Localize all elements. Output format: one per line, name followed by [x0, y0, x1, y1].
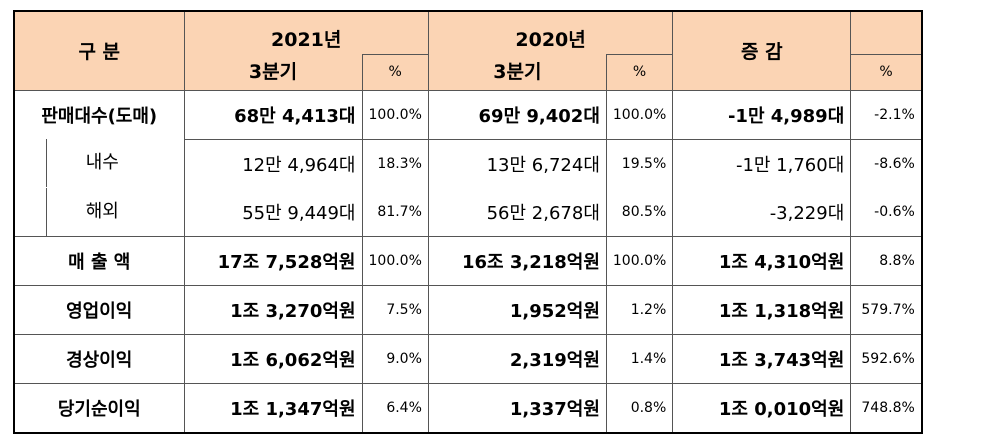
percent-cell: 1.4%: [605, 333, 674, 384]
year-header: 2021년: [183, 10, 429, 55]
percent-cell: 6.4%: [361, 382, 429, 433]
value-cell: 17조 7,528억원: [183, 235, 363, 286]
value-cell: 1조 3,270억원: [183, 284, 363, 335]
percent-cell: 80.5%: [605, 187, 674, 236]
percent-cell: 9.0%: [361, 333, 429, 384]
percent-cell: 18.3%: [361, 139, 429, 188]
percent-cell: 7.5%: [361, 284, 429, 335]
percent-cell: 100.0%: [361, 235, 429, 286]
quarter-header: 3분기: [183, 54, 363, 91]
percent-cell: 100.0%: [605, 89, 674, 140]
quarter-header: 3분기: [427, 54, 607, 91]
value-cell: 1조 4,310억원: [672, 235, 852, 286]
table-row: 당기순이익 1조 1,347억원 6.4% 1,337억원 0.8% 1조 0,010억원…: [13, 382, 923, 433]
table-row: 내수 12만 4,964대 18.3% 13만 6,724대 19.5% -1만 1,76…: [13, 139, 923, 188]
percent-cell: -8.6%: [850, 139, 923, 188]
table-row: 경상이익 1조 6,062억원 9.0% 2,319억원 1.4% 1조 3,743억원 5…: [13, 333, 923, 384]
percent-cell: -2.1%: [850, 89, 923, 140]
table-row: 영업이익 1조 3,270억원 7.5% 1,952억원 1.2% 1조 1,318억원 5…: [13, 284, 923, 335]
table-row: 해외 55만 9,449대 81.7% 56만 2,678대 80.5% -3,229대 -…: [13, 187, 923, 236]
table-header: 구 분 2021년 2020년 증 감 3분기 % 3분기 % %: [13, 10, 923, 91]
row-label: 영업이익: [66, 300, 133, 322]
value-cell: 16조 3,218억원: [427, 235, 607, 286]
empty-header: [850, 10, 923, 55]
value-cell: 1,337억원: [427, 382, 607, 433]
value-cell: -3,229대: [672, 187, 852, 236]
percent-cell: 8.8%: [850, 235, 923, 286]
pct-header: %: [605, 54, 674, 91]
value-cell: 2,319억원: [427, 333, 607, 384]
row-label-cell: 당기순이익: [13, 382, 185, 433]
value-cell: 1조 1,347억원: [183, 382, 363, 433]
value-cell: -1만 1,760대: [672, 139, 852, 188]
percent-cell: 19.5%: [605, 139, 674, 188]
row-label: 당기순이익: [57, 398, 141, 420]
table-row: 매 출 액 17조 7,528억원 100.0% 16조 3,218억원 100.0% 1…: [13, 235, 923, 286]
percent-cell: 748.8%: [850, 382, 923, 433]
row-label: 판매대수(도매): [41, 105, 158, 127]
value-cell: 1조 0,010억원: [672, 382, 852, 433]
row-label-cell: 해외: [13, 187, 185, 236]
row-label-cell: 영업이익: [13, 284, 185, 335]
header-label: 구 분: [13, 10, 185, 91]
value-cell: 55만 9,449대: [183, 187, 363, 236]
value-cell: 56만 2,678대: [427, 187, 607, 236]
percent-cell: 579.7%: [850, 284, 923, 335]
change-header: 증 감: [672, 10, 852, 91]
row-label-cell: 경상이익: [13, 333, 185, 384]
percent-cell: 100.0%: [361, 89, 429, 140]
row-label: 내수: [46, 139, 178, 188]
percent-cell: 1.2%: [605, 284, 674, 335]
percent-cell: 81.7%: [361, 187, 429, 236]
value-cell: 1조 3,743억원: [672, 333, 852, 384]
row-label-cell: 판매대수(도매): [13, 89, 185, 139]
results-table: 구 분 2021년 2020년 증 감 3분기 % 3분기 % % 판매대수(도…: [13, 10, 923, 434]
value-cell: 12만 4,964대: [183, 139, 363, 188]
value-cell: 13만 6,724대: [427, 139, 607, 188]
table-row: 판매대수(도매) 68만 4,413대 100.0% 69만 9,402대 100.0%…: [13, 89, 923, 140]
row-label: 해외: [46, 187, 178, 236]
percent-cell: 100.0%: [605, 235, 674, 286]
value-cell: 1조 6,062억원: [183, 333, 363, 384]
pct-header: %: [850, 54, 923, 91]
row-label: 매 출 액: [68, 251, 131, 273]
percent-cell: 0.8%: [605, 382, 674, 433]
value-cell: 1조 1,318억원: [672, 284, 852, 335]
value-cell: -1만 4,989대: [672, 89, 852, 140]
value-cell: 69만 9,402대: [427, 89, 607, 140]
year-header: 2020년: [427, 10, 674, 55]
table-body: 판매대수(도매) 68만 4,413대 100.0% 69만 9,402대 100.0%…: [13, 89, 923, 433]
pct-header: %: [361, 54, 429, 91]
row-label-cell: 내수: [13, 139, 185, 188]
percent-cell: 592.6%: [850, 333, 923, 384]
value-cell: 1,952억원: [427, 284, 607, 335]
row-label: 경상이익: [66, 349, 133, 371]
value-cell: 68만 4,413대: [183, 89, 363, 140]
row-label-cell: 매 출 액: [13, 235, 185, 286]
percent-cell: -0.6%: [850, 187, 923, 236]
